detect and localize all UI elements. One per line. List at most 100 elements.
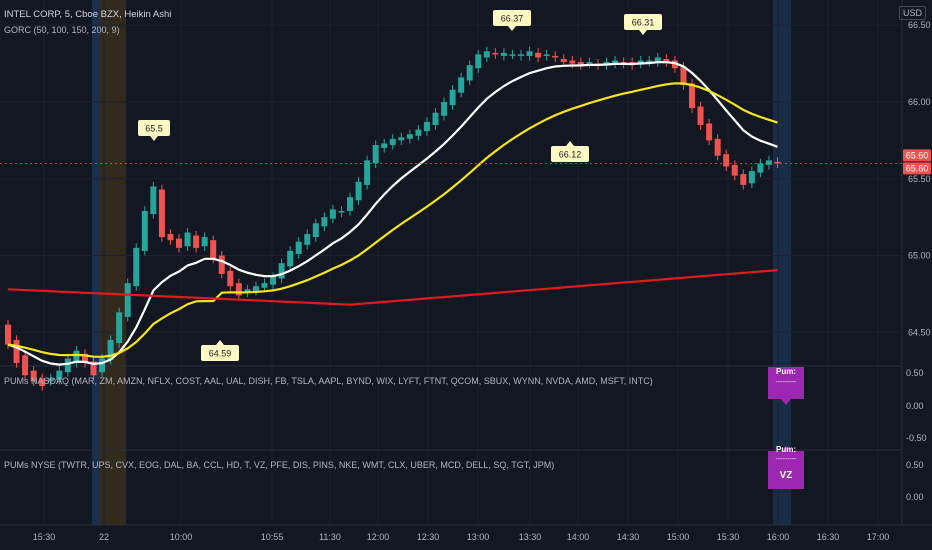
candle-body bbox=[586, 62, 593, 64]
candle-body bbox=[731, 164, 738, 176]
candle-body bbox=[227, 270, 234, 287]
callout-value: 66.12 bbox=[559, 150, 582, 160]
callout-pointer bbox=[566, 141, 574, 146]
y-tick-label: 64.50 bbox=[908, 327, 931, 337]
panel2-y-tick: 0.50 bbox=[906, 460, 924, 470]
candle-body bbox=[483, 51, 490, 58]
candle-body bbox=[372, 144, 379, 164]
candle-body bbox=[364, 160, 371, 185]
candle-body bbox=[500, 52, 507, 56]
candle-body bbox=[526, 51, 533, 56]
candle-body bbox=[518, 54, 524, 56]
candle-body bbox=[338, 210, 345, 213]
ma-red-line bbox=[7, 269, 778, 306]
candle-body bbox=[774, 161, 781, 164]
candle-body bbox=[449, 89, 456, 106]
candle-body bbox=[680, 66, 687, 86]
candle-body bbox=[22, 355, 29, 376]
x-tick-label: 13:00 bbox=[467, 532, 490, 542]
candle-body bbox=[295, 241, 302, 254]
candle-body bbox=[235, 283, 242, 296]
candle-body bbox=[287, 250, 294, 267]
candle-body bbox=[39, 378, 46, 387]
candle-body bbox=[706, 123, 713, 141]
candle-body bbox=[765, 160, 772, 165]
candle-body bbox=[697, 106, 704, 126]
x-tick-label: 12:00 bbox=[367, 532, 390, 542]
high-callout bbox=[624, 14, 662, 30]
candle-body bbox=[355, 181, 362, 201]
panel1-y-tick: 0.00 bbox=[906, 401, 924, 411]
candle-body bbox=[124, 283, 131, 317]
candle-body bbox=[252, 286, 259, 291]
candle-body bbox=[304, 234, 311, 245]
candle-body bbox=[141, 210, 148, 251]
low-callout bbox=[551, 146, 589, 162]
nasdaq-badge-text: Pum: bbox=[776, 367, 796, 376]
candle-body bbox=[90, 361, 97, 376]
candle-body bbox=[47, 378, 54, 382]
candle-body bbox=[244, 289, 251, 293]
y-tick-label: 66.00 bbox=[908, 97, 931, 107]
candle-body bbox=[81, 353, 88, 363]
candle-body bbox=[637, 60, 644, 64]
candle-body bbox=[158, 189, 165, 238]
candle-body bbox=[270, 277, 277, 285]
callout-value: 64.59 bbox=[209, 349, 232, 359]
candle-body bbox=[116, 312, 123, 344]
nasdaq-pum-badge bbox=[768, 367, 804, 399]
indicator-label: GORC (50, 100, 150, 200, 9) bbox=[4, 25, 120, 35]
ma-white-line bbox=[7, 61, 778, 366]
last-price-label: 65.60 bbox=[906, 163, 929, 173]
candle-body bbox=[689, 83, 695, 109]
candle-body bbox=[56, 370, 63, 380]
candle-body bbox=[740, 174, 747, 185]
panel2-y-tick: 0.00 bbox=[906, 492, 924, 502]
candle-body bbox=[347, 197, 353, 211]
candle-body bbox=[560, 58, 567, 63]
x-tick-label: 10:55 bbox=[261, 532, 284, 542]
candle-body bbox=[398, 137, 405, 141]
candle-body bbox=[329, 209, 336, 219]
session-shade bbox=[92, 0, 100, 525]
currency-button[interactable]: USD bbox=[898, 6, 926, 20]
callout-value: 65.5 bbox=[145, 124, 163, 134]
nasdaq-panel-label: PUMs NASDAQ (MAR, ZM, AMZN, NFLX, COST, … bbox=[4, 376, 653, 386]
x-tick-label: 16:00 bbox=[767, 532, 790, 542]
badge-pointer bbox=[781, 399, 791, 405]
candle-body bbox=[757, 163, 764, 173]
candle-body bbox=[278, 263, 285, 279]
nyse-panel-label: PUMs NYSE (TWTR, UPS, CVX, EOG, DAL, BA,… bbox=[4, 460, 555, 470]
candle-body bbox=[13, 339, 20, 363]
candle-body bbox=[406, 134, 413, 139]
candle-body bbox=[612, 60, 619, 64]
nyse-pum-badge bbox=[768, 451, 804, 489]
candle-body bbox=[184, 232, 191, 247]
x-tick-label: 16:30 bbox=[817, 532, 840, 542]
nyse-badge-ticker: VZ bbox=[780, 470, 793, 481]
candle-body bbox=[312, 223, 319, 238]
callout-pointer bbox=[216, 340, 224, 345]
candle-body bbox=[415, 129, 422, 136]
candle-body bbox=[646, 60, 653, 63]
candle-body bbox=[5, 324, 11, 345]
high-callout bbox=[138, 120, 170, 136]
candle-body bbox=[321, 217, 328, 227]
x-tick-label: 15:30 bbox=[33, 532, 56, 542]
badge-pointer bbox=[781, 446, 791, 451]
x-tick-label: 14:00 bbox=[567, 532, 590, 542]
x-tick-label: 17:00 bbox=[867, 532, 890, 542]
low-callout bbox=[201, 345, 239, 361]
candle-body bbox=[218, 255, 225, 274]
candle-body bbox=[389, 138, 396, 145]
candle-body bbox=[475, 54, 482, 69]
candle-body bbox=[150, 186, 157, 215]
x-tick-label: 13:30 bbox=[519, 532, 542, 542]
last-price-tag bbox=[903, 162, 931, 175]
high-callout bbox=[493, 10, 531, 26]
nyse-badge-sub: --------- bbox=[776, 456, 798, 463]
callout-pointer bbox=[150, 136, 158, 141]
callout-value: 66.37 bbox=[501, 14, 524, 24]
candle-body bbox=[30, 370, 37, 382]
